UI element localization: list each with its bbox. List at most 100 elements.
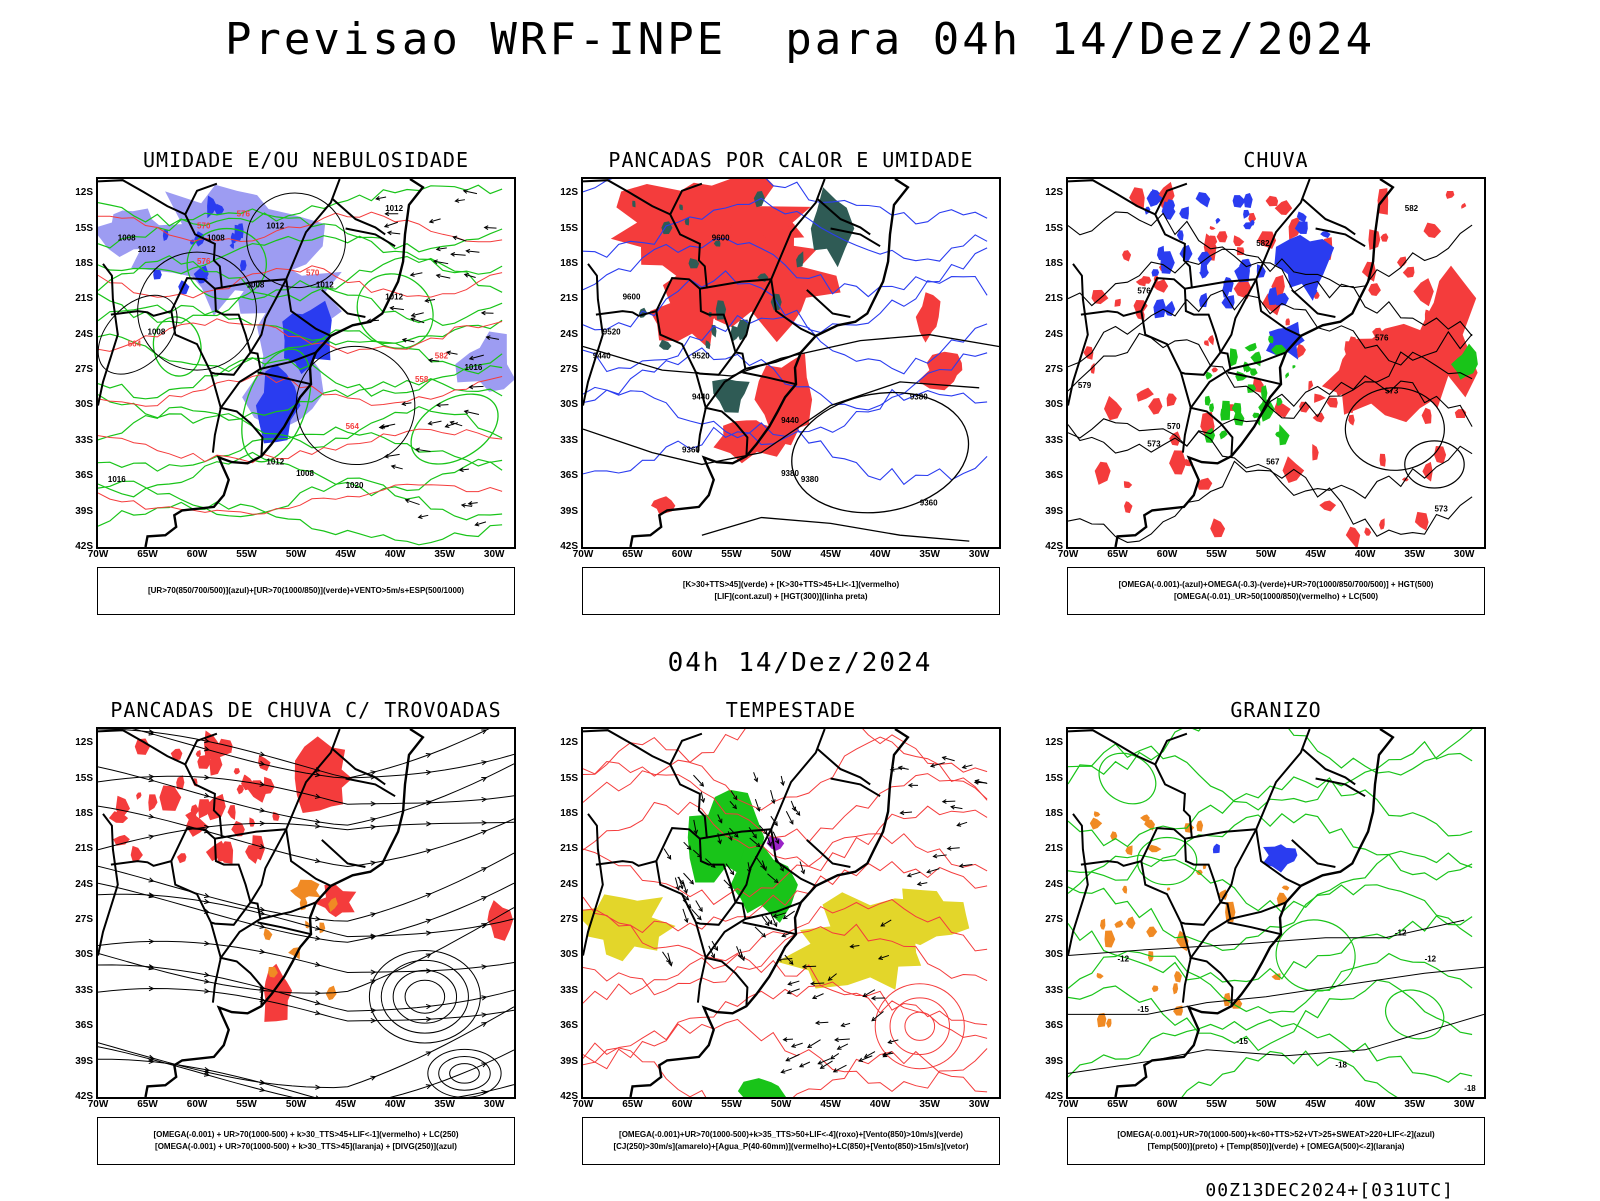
lat-tick-label: 33S xyxy=(550,985,578,996)
lat-tick-label: 39S xyxy=(1035,1056,1063,1067)
main-title: Previsao WRF-INPE para 04h 14/Dez/2024 xyxy=(0,14,1600,65)
legend-line: [OMEGA(-0.001) + UR>70(1000-500) + k>30_… xyxy=(98,1141,514,1153)
contour-label: 9440 xyxy=(781,416,799,425)
lon-tick-label: 55W xyxy=(717,549,747,560)
lat-tick-label: 12S xyxy=(550,187,578,198)
contour-label: 9600 xyxy=(623,292,641,301)
lat-tick-label: 21S xyxy=(550,843,578,854)
legend-line: [OMEGA(-0.001)-(azul)+OMEGA(-0.3)-(verde… xyxy=(1068,579,1484,591)
map-canvas: -12-12-15-15-18-18-12 xyxy=(1068,729,1484,1097)
lat-tick-label: 18S xyxy=(550,258,578,269)
lon-tick-label: 60W xyxy=(667,549,697,560)
lat-tick-label: 39S xyxy=(65,1056,93,1067)
lat-tick-label: 27S xyxy=(1035,364,1063,375)
lat-tick-label: 27S xyxy=(550,914,578,925)
contour-label: -18 xyxy=(1464,1084,1476,1093)
contour-label-red: 576 xyxy=(197,257,211,266)
lon-tick-label: 65W xyxy=(133,549,163,560)
lon-tick-label: 40W xyxy=(865,1099,895,1110)
legend-line: [OMEGA(-0.001)+UR>70(1000-500)+k>35_TTS>… xyxy=(583,1129,999,1141)
contour-label: 567 xyxy=(1266,457,1280,466)
lon-tick-label: 60W xyxy=(182,1099,212,1110)
lat-tick-label: 27S xyxy=(1035,914,1063,925)
lat-tick-label: 36S xyxy=(550,1020,578,1031)
lon-tick-label: 35W xyxy=(915,1099,945,1110)
contour-label: 1012 xyxy=(385,204,403,213)
lon-tick-label: 60W xyxy=(182,549,212,560)
lat-tick-label: 15S xyxy=(65,773,93,784)
legend-line: [OMEGA(-0.01)_UR>50(1000/850)(vermelho) … xyxy=(1068,591,1484,603)
panel-title-chuva: CHUVA xyxy=(1066,148,1486,172)
map-canvas xyxy=(98,729,514,1097)
legend-line: [CJ(250)>30m/s](amarelo)+[Agua_P(40-60mm… xyxy=(583,1141,999,1153)
lat-tick-label: 24S xyxy=(65,329,93,340)
contour-label: 1008 xyxy=(118,233,136,242)
lon-tick-label: 50W xyxy=(281,549,311,560)
contour-label: 582 xyxy=(1256,239,1270,248)
contour-label: -15 xyxy=(1137,1005,1149,1014)
lat-tick-label: 24S xyxy=(550,329,578,340)
lon-tick-label: 30W xyxy=(964,1099,994,1110)
lat-tick-label: 30S xyxy=(550,399,578,410)
lon-tick-label: 65W xyxy=(618,1099,648,1110)
lon-tick-label: 40W xyxy=(1350,549,1380,560)
lon-tick-label: 50W xyxy=(766,1099,796,1110)
lat-tick-label: 39S xyxy=(550,506,578,517)
contour-label: 9380 xyxy=(801,475,819,484)
lon-tick-label: 50W xyxy=(1251,549,1281,560)
lat-tick-label: 33S xyxy=(1035,985,1063,996)
contour-label: 9360 xyxy=(920,499,938,508)
lon-tick-label: 55W xyxy=(232,1099,262,1110)
lat-tick-label: 36S xyxy=(1035,1020,1063,1031)
lat-tick-label: 12S xyxy=(65,187,93,198)
temp850-contours xyxy=(1068,729,1472,1097)
contour-label: -15 xyxy=(1236,1037,1248,1046)
contour-label: 9380 xyxy=(781,469,799,478)
lon-tick-label: 50W xyxy=(1251,1099,1281,1110)
contour-label: 1012 xyxy=(138,245,156,254)
legend-chuva: [OMEGA(-0.001)-(azul)+OMEGA(-0.3)-(verde… xyxy=(1067,567,1485,615)
contour-label: 1012 xyxy=(266,457,284,466)
contour-label: -12 xyxy=(1395,928,1407,937)
vortex-contours xyxy=(369,951,501,1097)
run-time-label: 00Z13DEC2024+[031UTC] xyxy=(1205,1180,1454,1201)
lat-tick-label: 21S xyxy=(65,293,93,304)
valid-time-title: 04h 14/Dez/2024 xyxy=(0,648,1600,678)
lat-tick-label: 18S xyxy=(1035,808,1063,819)
contour-label: 573 xyxy=(1385,387,1399,396)
lat-tick-label: 36S xyxy=(65,470,93,481)
panel-title-tempestade: TEMPESTADE xyxy=(581,698,1001,722)
legend-umidade: [UR>70(850/700/500)](azul)+[UR>70(1000/8… xyxy=(97,567,515,615)
contour-label-red: 558 xyxy=(415,375,429,384)
contour-label: 9520 xyxy=(692,351,710,360)
lat-tick-label: 24S xyxy=(65,879,93,890)
lat-tick-label: 24S xyxy=(550,879,578,890)
lon-tick-label: 55W xyxy=(717,1099,747,1110)
lat-tick-label: 15S xyxy=(65,223,93,234)
contour-label: 1016 xyxy=(108,475,126,484)
lat-tick-label: 36S xyxy=(550,470,578,481)
lat-tick-label: 36S xyxy=(1035,470,1063,481)
contour-label: 9380 xyxy=(910,393,928,402)
contour-label: -12 xyxy=(1118,954,1130,963)
lon-tick-label: 65W xyxy=(133,1099,163,1110)
lat-tick-label: 39S xyxy=(65,506,93,517)
lon-tick-label: 45W xyxy=(1301,1099,1331,1110)
legend-line: [LIF](cont.azul) + [HGT(300)](linha pret… xyxy=(583,591,999,603)
map-tempestade xyxy=(581,727,1001,1099)
contour-label: -18 xyxy=(1335,1061,1347,1070)
contour-label-red: 570 xyxy=(306,269,320,278)
lon-tick-label: 30W xyxy=(479,549,509,560)
lat-tick-label: 21S xyxy=(1035,843,1063,854)
lon-tick-label: 65W xyxy=(1103,1099,1133,1110)
lon-tick-label: 70W xyxy=(1053,1099,1083,1110)
map-granizo: -12-12-15-15-18-18-12 xyxy=(1066,727,1486,1099)
lon-tick-label: 50W xyxy=(281,1099,311,1110)
lat-tick-label: 30S xyxy=(550,949,578,960)
lon-tick-label: 45W xyxy=(816,1099,846,1110)
contour-label: 1012 xyxy=(266,222,284,231)
contour-label-red: 564 xyxy=(128,339,142,348)
lon-tick-label: 30W xyxy=(1449,1099,1479,1110)
